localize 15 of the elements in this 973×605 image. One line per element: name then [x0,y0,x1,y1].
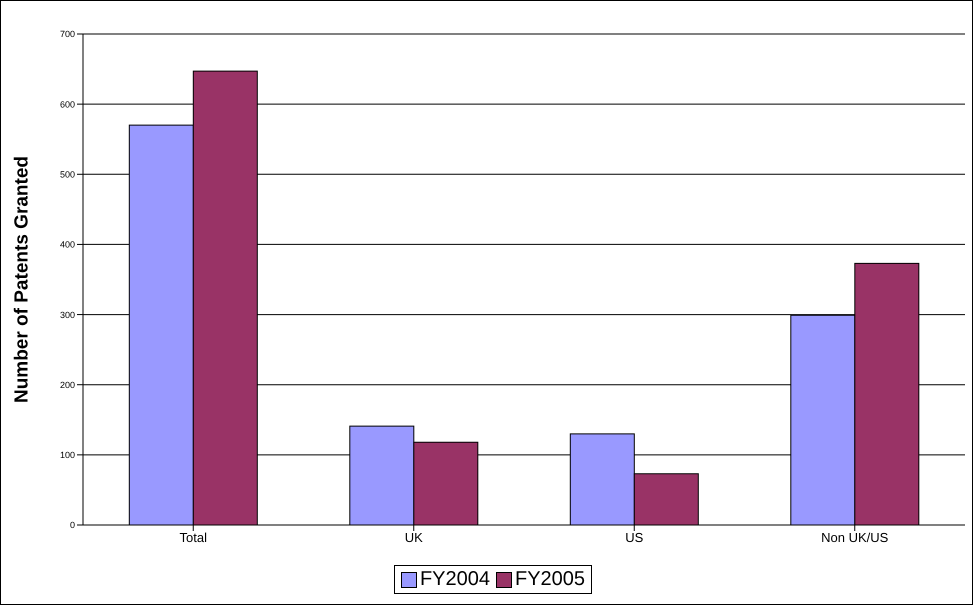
y-tick-label: 200 [60,380,75,390]
y-tick-label: 0 [70,520,75,530]
y-tick-label: 400 [60,240,75,250]
legend-label: FY2004 [420,568,490,591]
x-tick-label: UK [404,530,424,546]
y-axis-title: Number of Patents Granted [12,156,33,404]
y-tick-label: 600 [60,99,75,110]
y-tick-label: 300 [60,310,75,320]
legend-label: FY2005 [515,568,586,591]
y-tick-label: 100 [60,450,75,460]
x-tick-label: US [625,530,644,546]
y-tick-label: 500 [60,169,75,180]
y-tick-label: 700 [60,29,75,40]
x-tick-label: Total [180,530,208,546]
x-tick-label: Non UK/US [821,530,889,546]
